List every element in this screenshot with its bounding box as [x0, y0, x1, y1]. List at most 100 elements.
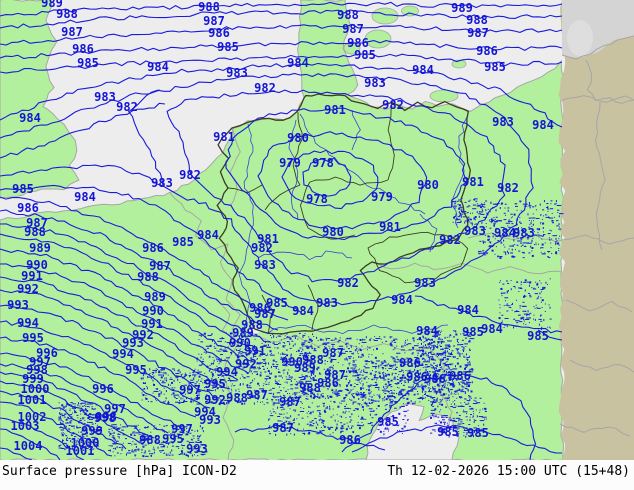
isobar-value-label: 985	[462, 325, 484, 339]
isobar-value-label: 984	[532, 118, 554, 132]
country-border-layer	[216, 93, 471, 335]
isobar-value-label: 995	[204, 377, 226, 391]
isobar-value-label: 994	[194, 405, 216, 419]
isobar-value-label: 981	[213, 130, 235, 144]
isobar-value-label: 1004	[14, 439, 43, 453]
isobar-value-label: 987	[324, 368, 346, 382]
isobar-value-label: 984	[147, 60, 169, 74]
isobar-value-label: 986	[339, 433, 361, 447]
isobar-value-label: 987	[254, 307, 276, 321]
isobar-value-label: 987	[149, 259, 171, 273]
isobar-value-label: 986	[406, 370, 428, 384]
isobar-value-label: 998	[94, 411, 116, 425]
map-area: 989 989 988 988 988 988 987 987 987 987 986 986 986 9…	[0, 0, 634, 460]
isobar-value-label: 997	[29, 355, 51, 369]
isobar-value-label: 982	[497, 181, 519, 195]
isobar-value-label: 996	[92, 382, 114, 396]
isobar-value-label: 992	[235, 357, 257, 371]
isobar-value-label: 984	[494, 226, 516, 240]
isobar-value-label: 987	[272, 421, 294, 435]
isobar-value-label: 985	[377, 415, 399, 429]
isobar-value-label: 980	[322, 225, 344, 239]
isobar-value-label: 981	[324, 103, 346, 117]
isobar-value-label: 993	[122, 336, 144, 350]
isobar-value-label: 981	[462, 175, 484, 189]
isobar-value-label: 986	[347, 36, 369, 50]
isobar-value-label: 986	[72, 42, 94, 56]
isobar-value-label: 988	[226, 391, 248, 405]
isobar-value-label: 990	[142, 304, 164, 318]
isobar-value-label: 991	[141, 317, 163, 331]
isobar-value-label: 983	[513, 226, 535, 240]
isobar-layer	[0, 1, 563, 460]
isobar-value-label: 982	[382, 98, 404, 112]
isobar-value-label: 988	[137, 270, 159, 284]
isobar-value-label: 984	[457, 303, 479, 317]
isobar-value-label: 985	[266, 296, 288, 310]
isobar-value-label: 982	[251, 241, 273, 255]
isobar-value-label: 992	[204, 393, 226, 407]
isobar-value-label: 999	[22, 372, 44, 386]
isobar-value-label: 986	[449, 369, 471, 383]
isobar-value-label: 990	[229, 336, 251, 350]
isobar-value-label: 999	[81, 424, 103, 438]
isobar-value-label: 1003	[11, 419, 40, 433]
isobar-value-label: 989	[144, 290, 166, 304]
isobar-value-label: 1002	[18, 410, 47, 424]
isobar-value-label: 982	[254, 81, 276, 95]
isobar-value-label: 988	[56, 7, 78, 21]
isobar-value-label: 987	[246, 388, 268, 402]
isobar-value-label: 978	[306, 192, 328, 206]
isobar-value-label: 983	[94, 90, 116, 104]
isobar-value-label: 988	[337, 8, 359, 22]
isobar-value-label: 985	[527, 329, 549, 343]
caption-parameter: Surface pressure [hPa] ICON-D2	[2, 464, 237, 479]
isobar-value-label: 985	[77, 56, 99, 70]
isobar-value-label: 984	[287, 56, 309, 70]
isobar-value-label: 1001	[66, 444, 95, 458]
isobar-value-label: 987	[61, 25, 83, 39]
isobar-value-label: 1000	[21, 382, 50, 396]
isobar-value-label: 985	[354, 48, 376, 62]
isobar-value-label: 995	[162, 432, 184, 446]
isobar-value-label: 980	[287, 131, 309, 145]
isobar-value-label: 986	[17, 201, 39, 215]
isobar-value-label: 983	[492, 115, 514, 129]
isobar-value-label: 984	[292, 304, 314, 318]
isobar-value-label: 978	[312, 156, 334, 170]
land-layer	[0, 0, 565, 460]
isobar-value-label: 988	[302, 353, 324, 367]
isobar-value-label: 998	[26, 363, 48, 377]
isobar-value-label: 987	[467, 26, 489, 40]
isobar-value-label: 994	[112, 347, 134, 361]
isobar-value-label: 1001	[18, 393, 47, 407]
caption-bar: Surface pressure [hPa] ICON-D2 Th 12-02-…	[0, 460, 634, 490]
isobar-value-label: 986	[424, 372, 446, 386]
isobar-value-label: 994	[216, 365, 238, 379]
isobar-value-label: 984	[481, 322, 503, 336]
isobar-value-label: 988	[139, 433, 161, 447]
isobar-value-label: 982	[116, 100, 138, 114]
isobar-value-label: 989	[294, 361, 316, 375]
isobar-value-label: 983	[414, 276, 436, 290]
isobar-value-label: 983	[151, 176, 173, 190]
isobar-value-label: 987	[279, 395, 301, 409]
isobar-value-label: 979	[279, 156, 301, 170]
isobar-value-label: 991	[21, 269, 43, 283]
isobar-value-label: 983	[226, 66, 248, 80]
isobar-value-label: 993	[186, 442, 208, 456]
isobar-value-label: 1000	[71, 436, 100, 450]
isobar-value-label: 979	[371, 190, 393, 204]
isobar-value-label: 983	[364, 76, 386, 90]
isobar-value-label: 982	[337, 276, 359, 290]
isobar-value-label: 986	[208, 26, 230, 40]
isobar-value-label: 984	[391, 293, 413, 307]
isobar-value-label: 987	[342, 22, 364, 36]
isobar-value-label: 988	[198, 0, 220, 14]
isobar-value-label: 984	[416, 324, 438, 338]
isobar-value-label: 994	[17, 316, 39, 330]
isobar-value-label: 993	[199, 413, 221, 427]
isobar-value-label: 996	[36, 346, 58, 360]
